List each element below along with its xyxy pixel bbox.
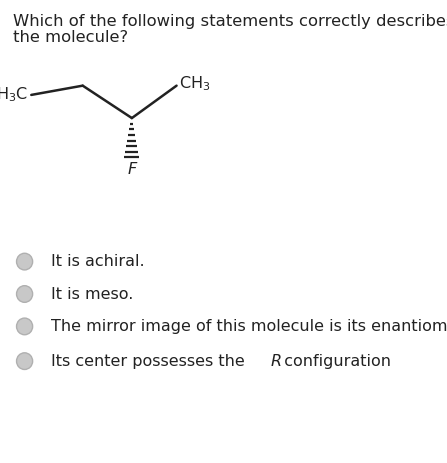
- Text: Which of the following statements correctly describes: Which of the following statements correc…: [13, 14, 447, 29]
- Circle shape: [17, 353, 33, 369]
- Text: It is achiral.: It is achiral.: [51, 254, 145, 269]
- Text: CH$_3$: CH$_3$: [179, 74, 210, 93]
- Text: the molecule?: the molecule?: [13, 30, 129, 45]
- Text: configuration: configuration: [282, 354, 392, 369]
- Circle shape: [17, 318, 33, 335]
- Text: The mirror image of this molecule is its enantiomer.: The mirror image of this molecule is its…: [51, 319, 447, 334]
- Text: R: R: [271, 354, 282, 369]
- Text: Its center possesses the: Its center possesses the: [51, 354, 250, 369]
- Text: It is meso.: It is meso.: [51, 287, 134, 301]
- Text: H$_3$C: H$_3$C: [0, 86, 28, 104]
- Text: F: F: [127, 162, 136, 177]
- Circle shape: [17, 253, 33, 270]
- Circle shape: [17, 286, 33, 302]
